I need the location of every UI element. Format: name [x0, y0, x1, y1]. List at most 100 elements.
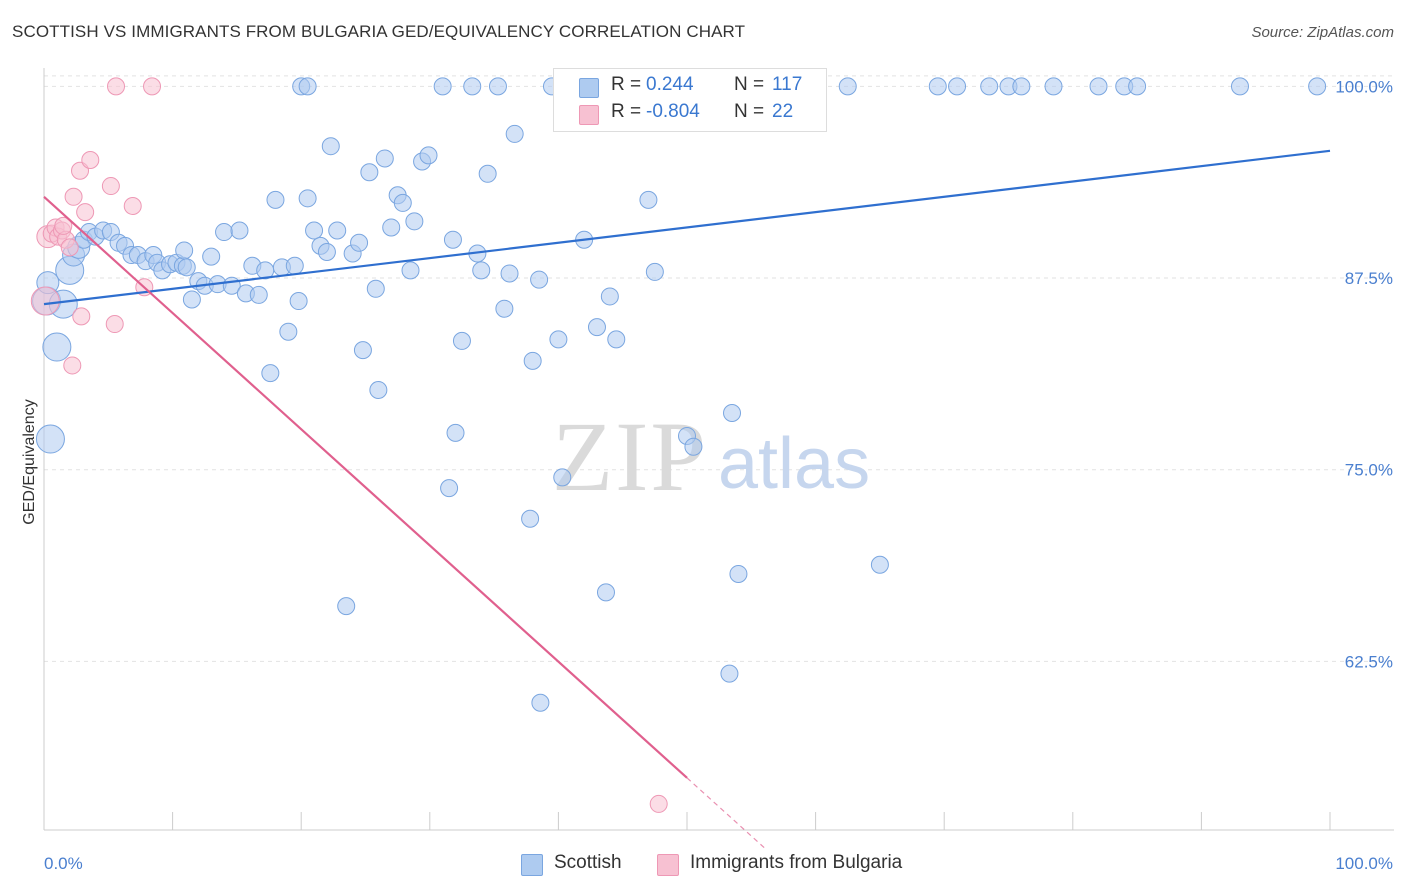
- scottish-point: [729, 564, 748, 583]
- y-tick-label: 75.0%: [1345, 461, 1393, 480]
- scottish-point: [1089, 77, 1108, 96]
- scottish-point: [440, 479, 459, 498]
- watermark: ZIP atlas: [552, 401, 870, 512]
- scottish-point: [289, 292, 308, 311]
- legend-r-value: -0.804: [646, 101, 700, 122]
- scottish-point: [639, 190, 658, 209]
- scottish-point: [433, 77, 452, 96]
- scottish-point: [645, 262, 664, 281]
- scottish-point: [723, 403, 742, 422]
- bulgaria-point: [105, 315, 124, 334]
- bulgaria-point: [64, 187, 83, 206]
- scottish-point: [261, 364, 280, 383]
- bottom-legend-label-bulgaria: Immigrants from Bulgaria: [690, 852, 903, 873]
- watermark-zip: ZIP: [552, 401, 708, 512]
- y-tick-label: 87.5%: [1345, 269, 1393, 288]
- scottish-point: [337, 597, 356, 616]
- bulgaria-point: [143, 77, 162, 96]
- scottish-point: [500, 264, 519, 283]
- grid-lines: [44, 75, 1394, 662]
- scottish-point: [472, 261, 491, 280]
- watermark-atlas: atlas: [718, 424, 870, 504]
- scottish-point: [350, 233, 369, 252]
- scottish-point: [177, 258, 196, 277]
- bulgaria-point: [72, 307, 91, 326]
- bulgaria-point: [60, 238, 79, 257]
- legend-n-value: 22: [772, 101, 794, 122]
- scottish-point: [249, 285, 268, 304]
- scottish-point: [182, 290, 201, 309]
- scottish-point: [215, 223, 234, 242]
- scottish-point: [175, 241, 194, 260]
- x-tick-label: 0.0%: [44, 854, 83, 873]
- legend-n-label: N =: [734, 101, 765, 122]
- scottish-point: [393, 193, 412, 212]
- bulgaria-point: [123, 196, 142, 215]
- scottish-point: [366, 279, 385, 298]
- scottish-point: [549, 330, 568, 349]
- scottish-point: [587, 318, 606, 337]
- scottish-point: [305, 221, 324, 240]
- tick-labels: 100.0% 87.5% 75.0% 62.5% 0.0% 100.0%: [44, 77, 1393, 873]
- scottish-point: [202, 247, 221, 266]
- y-axis-label: GED/Equivalency: [21, 399, 38, 524]
- scottish-point: [353, 341, 372, 360]
- legend-r-value: 0.244: [646, 74, 694, 95]
- y-tick-label: 62.5%: [1345, 652, 1393, 671]
- scottish-point: [405, 212, 424, 231]
- scottish-point: [35, 424, 65, 454]
- scottish-point: [600, 287, 619, 306]
- bulgaria-point: [101, 177, 120, 196]
- scottish-point: [369, 380, 388, 399]
- bulgaria-point: [81, 150, 100, 169]
- trend-lines: [43, 149, 1331, 849]
- scottish-point: [720, 664, 739, 683]
- bulgaria-point: [649, 794, 668, 813]
- bulgaria-point: [107, 77, 126, 96]
- bulgaria-trend-extension: [686, 777, 765, 849]
- legend-swatch-scottish: [579, 78, 599, 98]
- bottom-legend-swatch-bulgaria: [657, 854, 679, 876]
- bulgaria-point: [30, 286, 60, 316]
- y-tick-label: 100.0%: [1335, 77, 1393, 96]
- scottish-point: [495, 299, 514, 318]
- scottish-point: [530, 270, 549, 289]
- scottish-point: [870, 555, 889, 574]
- scottish-point: [42, 332, 72, 362]
- chart-title: SCOTTISH VS IMMIGRANTS FROM BULGARIA GED…: [12, 22, 746, 41]
- scottish-point: [321, 137, 340, 156]
- bulgaria-trend-line: [43, 195, 688, 779]
- scottish-point: [1012, 77, 1031, 96]
- legend-n-value: 117: [772, 74, 803, 95]
- bottom-legend-label-scottish: Scottish: [554, 852, 622, 873]
- legend-row-scottish: R = 0.244 N = 117: [554, 74, 826, 100]
- scottish-point: [401, 261, 420, 280]
- legend-row-bulgaria: R = -0.804 N = 22: [554, 101, 826, 127]
- scottish-point: [1044, 77, 1063, 96]
- scottish-point: [382, 218, 401, 237]
- scottish-point: [463, 77, 482, 96]
- scottish-point: [298, 77, 317, 96]
- bottom-legend-swatch-scottish: [521, 854, 543, 876]
- scottish-point: [285, 256, 304, 275]
- scottish-trend-line: [43, 149, 1331, 306]
- scottish-point: [452, 331, 471, 350]
- bulgaria-point: [63, 356, 82, 375]
- scottish-point: [375, 149, 394, 168]
- scottish-point: [360, 163, 379, 182]
- scottish-point: [266, 190, 285, 209]
- scottish-point: [928, 77, 947, 96]
- scottish-point: [531, 693, 550, 712]
- scottish-point: [298, 189, 317, 208]
- bulgaria-point: [54, 216, 73, 235]
- bulgaria-point: [76, 203, 95, 222]
- axes: [43, 68, 1394, 831]
- scottish-point: [523, 351, 542, 370]
- scottish-point: [230, 221, 249, 240]
- scottish-point: [505, 124, 524, 143]
- chart-source: Source: ZipAtlas.com: [1251, 24, 1394, 41]
- scottish-point: [419, 146, 438, 165]
- scottish-point: [553, 468, 572, 487]
- scottish-point: [980, 77, 999, 96]
